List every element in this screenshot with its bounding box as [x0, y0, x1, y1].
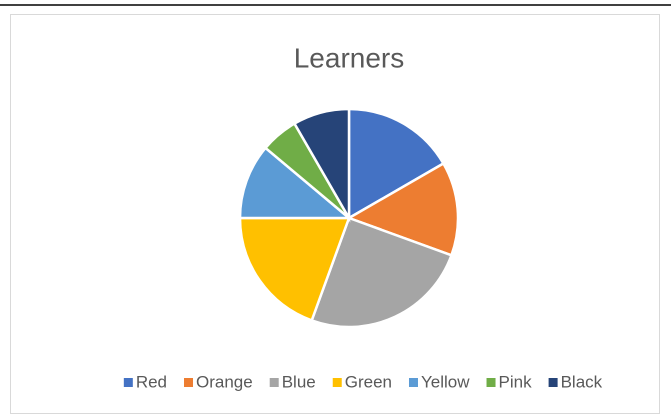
pie-slice [238, 216, 351, 323]
legend-label: Blue [282, 372, 316, 391]
pie-slice [238, 146, 353, 220]
legend-label: Pink [499, 372, 533, 391]
legend-label: Green [345, 372, 392, 391]
legend-swatch [269, 378, 279, 387]
pie-slice [347, 107, 446, 221]
legend-swatch [548, 378, 558, 387]
legend-label: Orange [196, 372, 253, 391]
chart-title: Learners [294, 42, 405, 73]
legend-label: Red [136, 372, 167, 391]
legend-label: Yellow [421, 372, 470, 391]
legend-swatch [184, 378, 194, 387]
legend-label: Black [561, 372, 603, 391]
pie-slice [292, 107, 351, 223]
pie-slice [310, 216, 454, 329]
pie-slice [346, 161, 460, 257]
legend-swatch [332, 378, 342, 387]
legend-swatch [123, 378, 133, 387]
legend-swatch [486, 378, 496, 387]
legend-swatch [408, 378, 418, 387]
